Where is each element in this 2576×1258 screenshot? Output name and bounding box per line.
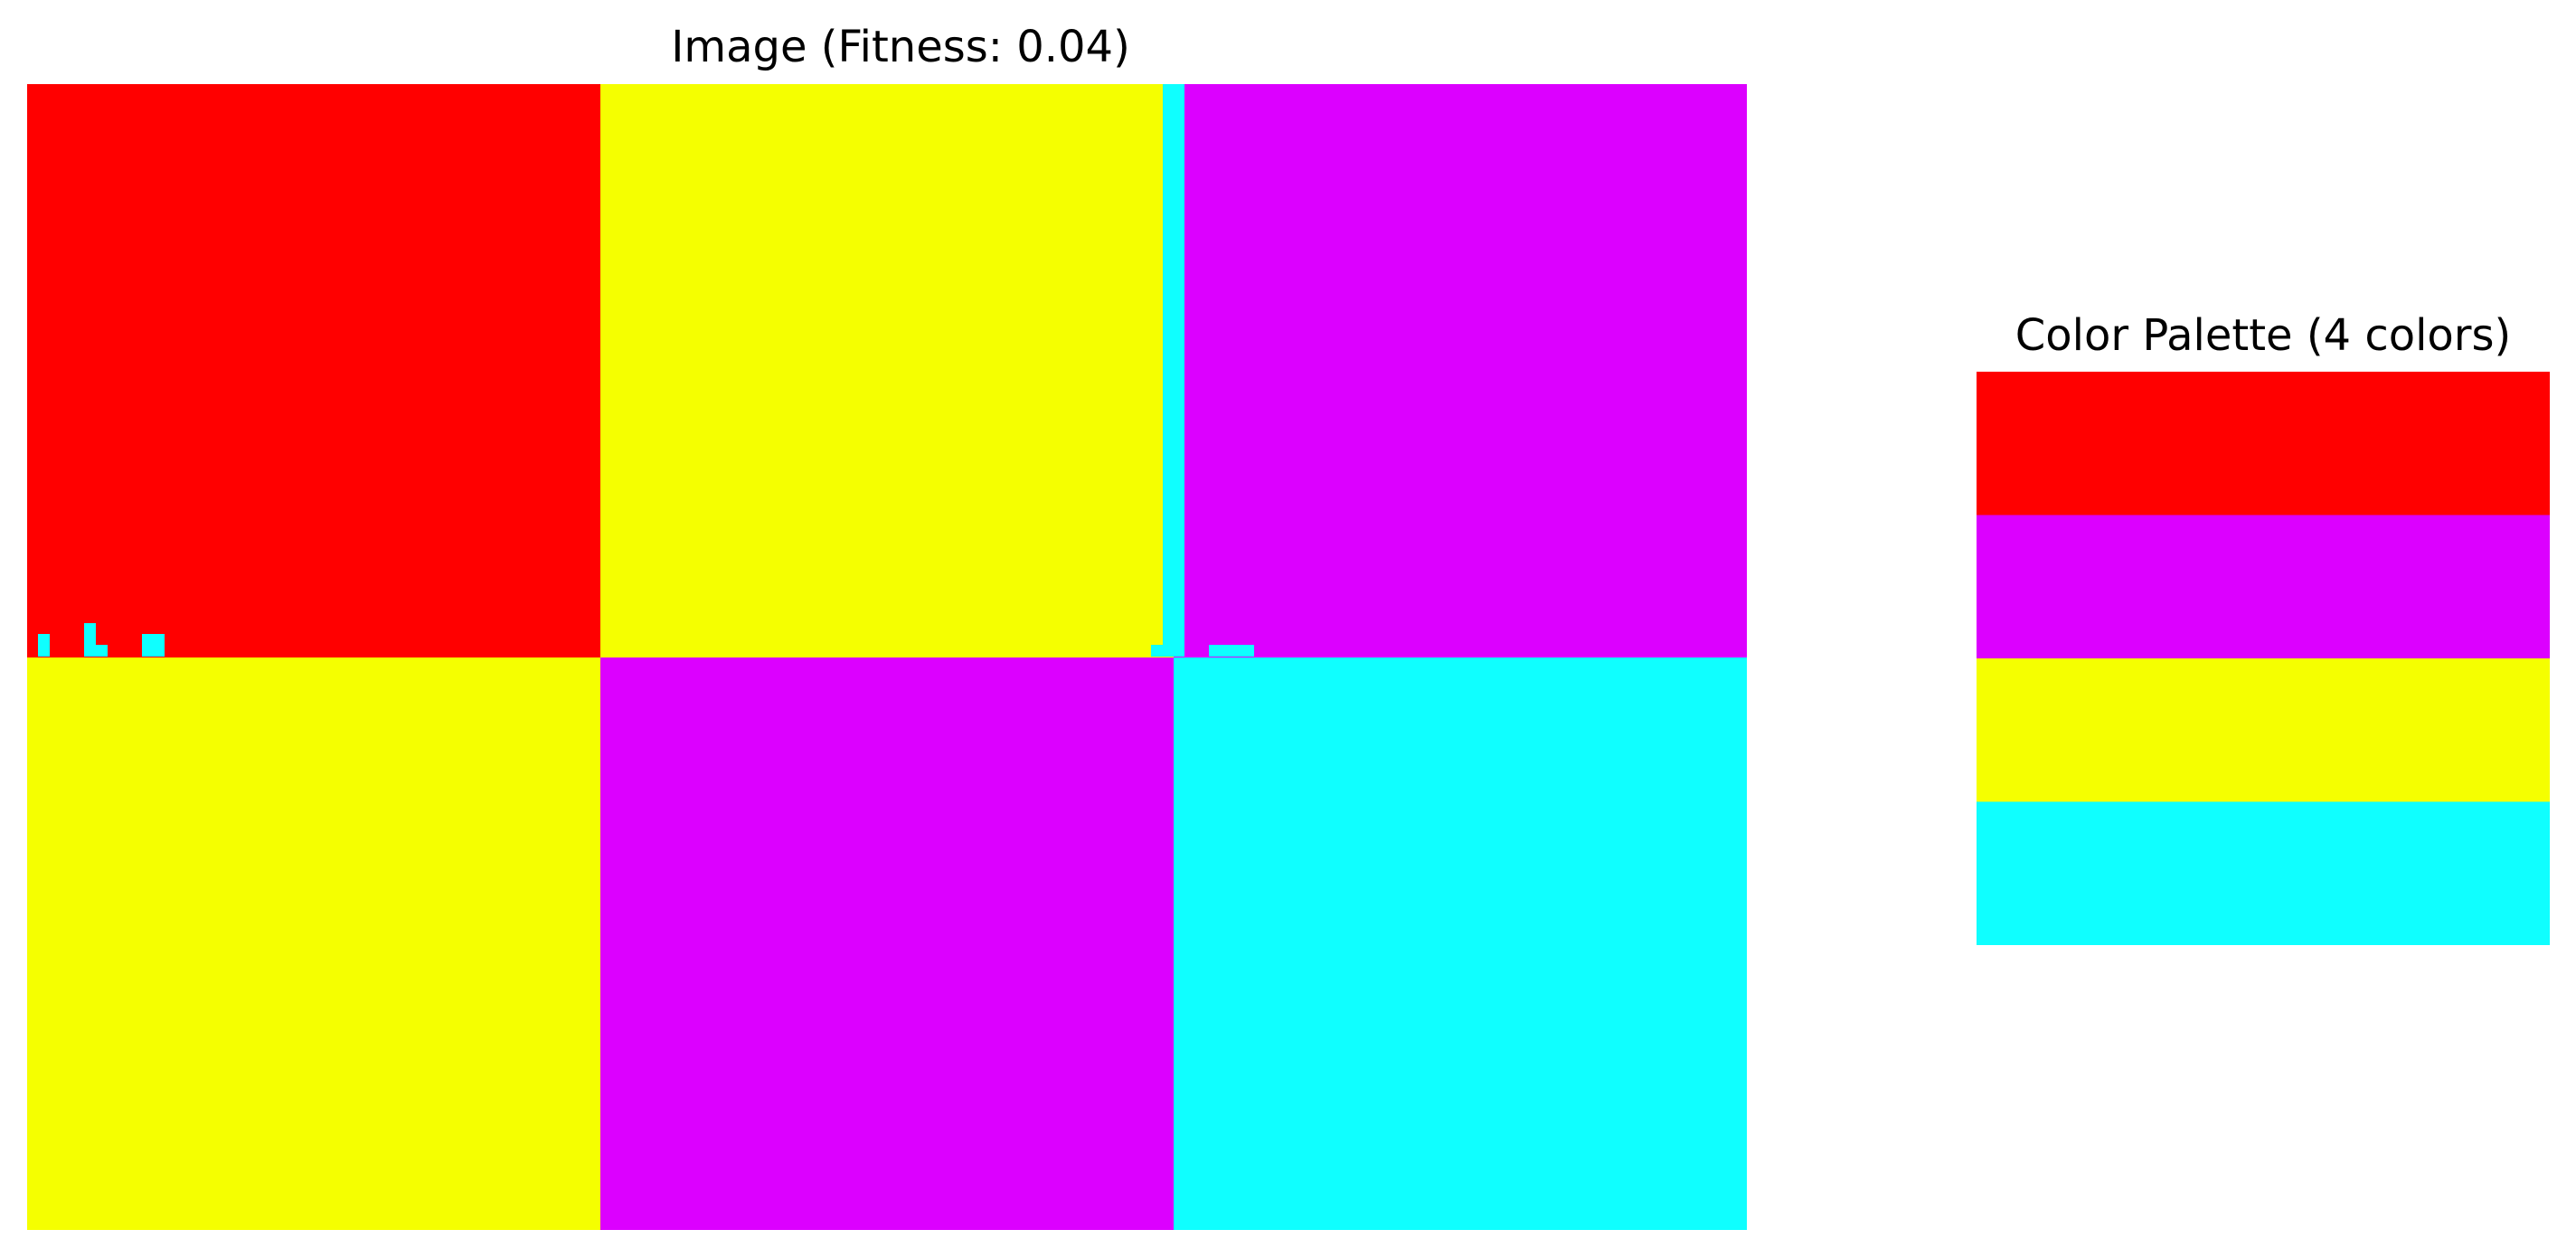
palette-title: Color Palette (4 colors) bbox=[2015, 310, 2512, 361]
cyan-speck bbox=[1209, 645, 1254, 657]
cyan-artifacts bbox=[38, 84, 1254, 657]
palette-swatch-cyan bbox=[1977, 801, 2550, 945]
image-title: Image (Fitness: 0.04) bbox=[671, 22, 1130, 72]
cyan-speck bbox=[84, 623, 96, 657]
palette-swatch-red bbox=[1977, 372, 2550, 515]
cyan-stripe bbox=[1163, 84, 1184, 657]
cyan-speck bbox=[142, 634, 165, 657]
image-block-red bbox=[27, 84, 600, 657]
cyan-speck bbox=[1151, 645, 1163, 657]
image-block-magenta bbox=[600, 657, 1174, 1230]
image-block-yellow bbox=[600, 84, 1174, 657]
palette-swatch-yellow bbox=[1977, 658, 2550, 802]
cyan-speck bbox=[38, 634, 50, 657]
image-block-cyan bbox=[1174, 657, 1747, 1230]
image-block-magenta bbox=[1174, 84, 1747, 657]
cyan-speck bbox=[96, 645, 108, 657]
image-canvas bbox=[27, 84, 1747, 1230]
palette-swatch-magenta bbox=[1977, 515, 2550, 658]
color-palette bbox=[1977, 372, 2550, 945]
image-block-yellow bbox=[27, 657, 600, 1230]
